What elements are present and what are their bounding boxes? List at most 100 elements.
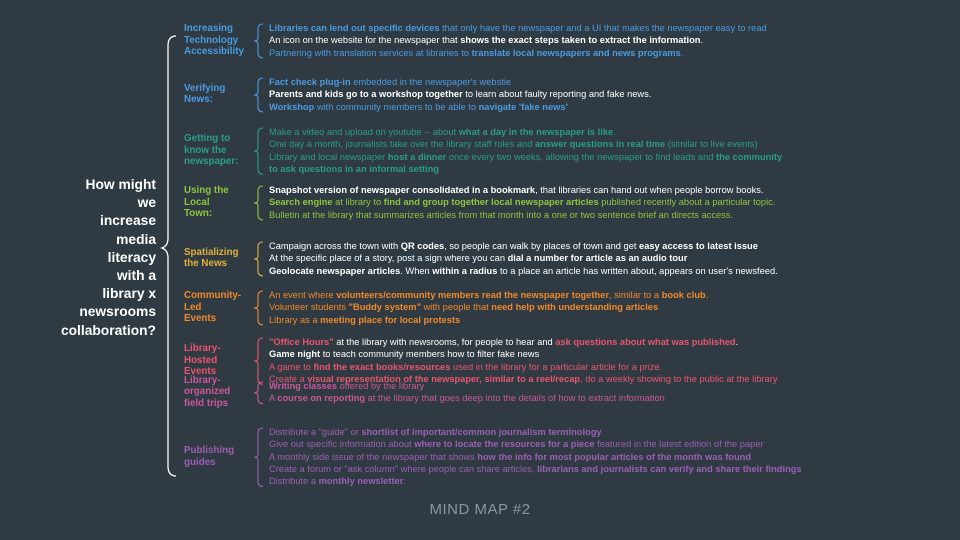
idea-item: Volunteer students "Buddy system" with p… bbox=[269, 301, 909, 313]
idea-highlight: to ask questions in an informal setting bbox=[269, 163, 439, 174]
category-bracket bbox=[253, 241, 264, 277]
idea-highlight: ask questions about what was published bbox=[555, 337, 736, 347]
idea-text: at the library with newsrooms, for peopl… bbox=[333, 337, 556, 347]
category-items: Fact check plug-in embedded in the newsp… bbox=[269, 76, 909, 113]
idea-highlight: answer questions in real time bbox=[534, 139, 666, 150]
footer-title: MIND MAP #2 bbox=[429, 501, 531, 518]
idea-text: One day a month, journalists take over t… bbox=[269, 139, 535, 150]
idea-highlight: easy access to latest issue bbox=[639, 241, 758, 251]
idea-text: . bbox=[700, 35, 704, 46]
idea-highlight: find and group together local newspaper … bbox=[383, 197, 599, 208]
idea-text: Bulletin at the library that summarizes … bbox=[269, 209, 734, 220]
idea-item: Distribute a "guide" or shortlist of imp… bbox=[269, 426, 909, 438]
category-items: Campaign across the town with QR codes, … bbox=[269, 240, 909, 277]
idea-text: once every two weeks, allowing the newsp… bbox=[446, 151, 717, 162]
idea-highlight: how the info for most popular articles o… bbox=[477, 451, 752, 462]
category-label: Increasing Technology Accessibility bbox=[184, 22, 244, 58]
idea-highlight: Fact check plug-in bbox=[269, 77, 351, 87]
category-items: Snapshot version of newspaper consolidat… bbox=[269, 184, 909, 221]
idea-item: Geolocate newspaper articles. When withi… bbox=[269, 265, 909, 277]
idea-highlight: volunteers/community members read the ne… bbox=[336, 290, 609, 300]
idea-item: Snapshot version of newspaper consolidat… bbox=[269, 184, 909, 196]
idea-text: (similar to live events) bbox=[665, 139, 758, 150]
idea-item: Partnering with translation services at … bbox=[269, 47, 909, 59]
category-bracket bbox=[253, 381, 264, 405]
idea-item: to ask questions in an informal setting bbox=[269, 163, 909, 175]
idea-text: , so people can walk by places of town a… bbox=[444, 241, 640, 251]
idea-highlight: Game night bbox=[269, 349, 321, 360]
category-items: Distribute a "guide" or shortlist of imp… bbox=[269, 426, 909, 487]
idea-item: An icon on the website for the newspaper… bbox=[269, 34, 909, 46]
idea-item: Library as a meeting place for local pro… bbox=[269, 314, 909, 326]
idea-text: . bbox=[613, 127, 616, 137]
category-bracket bbox=[253, 185, 264, 221]
idea-highlight: where to locate the resources for a piec… bbox=[414, 439, 595, 450]
idea-text: Distribute a "guide" or bbox=[269, 427, 362, 437]
idea-item: Parents and kids go to a workshop togeth… bbox=[269, 88, 909, 100]
idea-text: at library to bbox=[332, 197, 384, 208]
idea-highlight: within a radius bbox=[432, 265, 498, 276]
idea-text: . bbox=[680, 47, 684, 58]
idea-item: At the specific place of a story, post a… bbox=[269, 252, 909, 264]
idea-text: Make a video and upload on youtube -- ab… bbox=[269, 127, 459, 137]
idea-item: Writing classes offered by the library bbox=[269, 380, 909, 392]
idea-item: Distribute a monthly newsletter. bbox=[269, 475, 909, 487]
idea-text: embedded in the newspaper's webstie bbox=[350, 77, 512, 87]
idea-highlight: course on reporting bbox=[277, 393, 366, 404]
idea-item: Campaign across the town with QR codes, … bbox=[269, 240, 909, 252]
idea-highlight: monthly newsletter bbox=[318, 476, 404, 487]
category-label: Publishing guides bbox=[184, 444, 235, 468]
idea-text: published recently about a particular to… bbox=[598, 197, 776, 208]
idea-text: to a place an article has written about,… bbox=[497, 265, 778, 276]
idea-text: to learn about faulty reporting and fake… bbox=[462, 89, 652, 100]
category-label: Getting to know the newspaper: bbox=[184, 132, 239, 168]
idea-text: Partnering with translation services at … bbox=[269, 47, 472, 58]
idea-highlight: find the exact books/resources bbox=[313, 361, 451, 372]
idea-text: . When bbox=[400, 265, 433, 276]
idea-highlight: dial a number for article as an audio to… bbox=[507, 253, 688, 264]
idea-text: to teach community members how to filter… bbox=[320, 349, 540, 360]
idea-text: featured in the latest edition of the pa… bbox=[594, 439, 764, 450]
idea-text: A game to bbox=[269, 361, 314, 372]
idea-text: A bbox=[269, 393, 278, 404]
idea-item: A monthly side issue of the newspaper th… bbox=[269, 451, 909, 463]
category-label: Library- Hosted Events bbox=[184, 342, 221, 378]
idea-item: An event where volunteers/community memb… bbox=[269, 289, 909, 301]
idea-highlight: shows the exact steps taken to extract t… bbox=[460, 35, 701, 46]
idea-text: Volunteer students bbox=[269, 302, 349, 313]
idea-text: , do a weekly showing to the public at t… bbox=[580, 373, 778, 384]
idea-highlight: Snapshot version of newspaper consolidat… bbox=[269, 185, 536, 195]
idea-highlight: need help with understanding articles bbox=[491, 302, 659, 313]
idea-text: Library and local newspaper bbox=[269, 151, 388, 162]
category-label: Using the Local Town: bbox=[184, 184, 229, 220]
idea-text: Distribute a bbox=[269, 476, 319, 487]
idea-text: that only have the newspaper and a UI th… bbox=[439, 23, 767, 33]
category-label: Verifying News: bbox=[184, 82, 226, 106]
idea-highlight: librarians and journalists can verify an… bbox=[537, 463, 802, 474]
category-items: "Office Hours" at the library with newsr… bbox=[269, 336, 909, 385]
idea-text: with people that bbox=[420, 302, 492, 313]
idea-highlight: Search engine bbox=[269, 197, 333, 208]
idea-text: Create a forum or "ask column" where peo… bbox=[269, 463, 538, 474]
idea-item: Give out specific information about wher… bbox=[269, 438, 909, 450]
category-bracket bbox=[253, 77, 264, 113]
idea-item: Create a visual representation of the ne… bbox=[269, 373, 909, 385]
idea-highlight: visual representation of the newspaper, … bbox=[307, 373, 581, 384]
central-question: How might we increase media literacy wit… bbox=[60, 177, 156, 338]
idea-item: Search engine at library to find and gro… bbox=[269, 196, 909, 208]
idea-highlight: shortlist of important/common journalism… bbox=[361, 427, 602, 437]
main-bracket bbox=[159, 35, 177, 477]
idea-text: , that libraries can hand out when peopl… bbox=[535, 185, 764, 195]
category-label: Library- organized field trips bbox=[184, 374, 231, 410]
idea-highlight: meeting place for local protests bbox=[320, 314, 461, 325]
idea-item: Bulletin at the library that summarizes … bbox=[269, 209, 909, 221]
idea-text: offered by the library bbox=[337, 381, 425, 391]
category-label: Spatializing the News bbox=[184, 246, 239, 270]
idea-text: Give out specific information about bbox=[269, 439, 415, 450]
idea-highlight: navigate 'fake news' bbox=[478, 101, 568, 112]
idea-item: Fact check plug-in embedded in the newsp… bbox=[269, 76, 909, 88]
idea-item: Make a video and upload on youtube -- ab… bbox=[269, 126, 909, 138]
idea-item: Libraries can lend out specific devices … bbox=[269, 22, 909, 34]
category-bracket bbox=[253, 127, 264, 175]
